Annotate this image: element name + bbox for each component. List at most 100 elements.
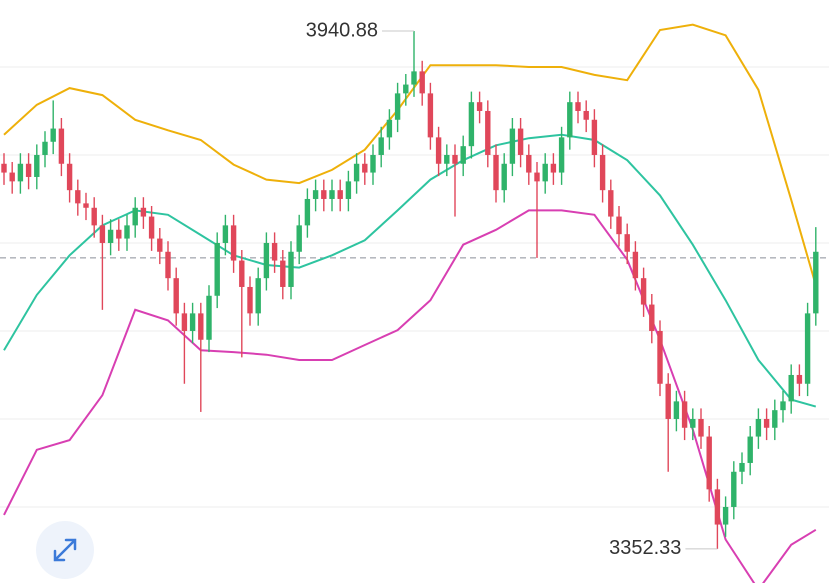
candle-body	[296, 225, 302, 252]
candle-body	[690, 418, 696, 428]
candle-body	[444, 154, 450, 164]
candle-body	[189, 313, 196, 331]
extreme-label: 3940.88	[306, 19, 378, 41]
candle-body	[501, 163, 507, 191]
candle-body	[321, 190, 327, 199]
candle-body	[657, 330, 663, 384]
candle-body	[50, 128, 56, 142]
candle-body	[263, 242, 270, 279]
candle-body	[83, 203, 89, 208]
candle-body	[427, 93, 434, 138]
candle-body	[780, 401, 786, 411]
candle-body	[140, 207, 147, 217]
candle-body	[575, 102, 581, 111]
candle-body	[517, 128, 524, 155]
candle-body	[214, 242, 220, 296]
candle-body	[124, 225, 130, 239]
candle-body	[362, 163, 368, 173]
candle-body	[91, 207, 97, 226]
candle-body	[9, 172, 15, 182]
candle-body	[608, 190, 614, 217]
candle-body	[394, 93, 401, 120]
candle-body	[419, 71, 425, 94]
candle-body	[271, 242, 278, 261]
candle-body	[665, 383, 671, 419]
candle-body	[58, 128, 65, 164]
candle-body	[34, 154, 40, 177]
candle-body	[509, 128, 516, 164]
candle-body	[673, 401, 680, 419]
candle-body	[337, 190, 343, 199]
candle-body	[714, 489, 721, 525]
extreme-label: 3352.33	[609, 537, 681, 559]
candle-body	[813, 251, 819, 314]
candle-body	[370, 154, 376, 173]
candle-body	[304, 198, 311, 226]
candle-body	[353, 163, 360, 182]
candle-body	[403, 84, 409, 94]
candle-body	[435, 137, 442, 164]
candle-body	[345, 181, 352, 199]
candle-body	[116, 229, 122, 239]
candle-body	[230, 225, 237, 261]
candle-body	[452, 154, 458, 164]
candle-body	[640, 278, 647, 305]
candle-body	[599, 154, 606, 191]
candle-body	[632, 251, 639, 279]
candle-body	[755, 418, 762, 437]
candle-body	[99, 225, 106, 243]
candle-body	[698, 418, 704, 437]
candle-body	[796, 374, 803, 384]
candle-body	[526, 154, 532, 173]
candle-body	[280, 260, 286, 287]
candle-body	[485, 110, 491, 155]
candle-body	[542, 163, 548, 182]
candle-body	[148, 216, 155, 239]
candle-body	[386, 119, 393, 138]
candle-body	[763, 418, 770, 428]
expand-icon	[53, 538, 77, 562]
candle-body	[239, 260, 245, 287]
candle-body	[329, 190, 335, 199]
candle-body	[567, 102, 573, 138]
candle-body	[107, 229, 114, 243]
candle-body	[1, 163, 7, 173]
candle-body	[731, 471, 737, 507]
candle-body	[255, 278, 261, 314]
candle-body	[173, 278, 179, 314]
candle-body	[550, 163, 557, 173]
candle-body	[772, 410, 778, 428]
candle-body	[468, 102, 475, 147]
candle-body	[649, 304, 655, 331]
candle-body	[25, 163, 32, 177]
candle-body	[165, 251, 171, 279]
candle-body	[534, 172, 540, 182]
candle-body	[460, 146, 466, 164]
candle-body	[247, 286, 253, 314]
candle-body	[75, 190, 81, 204]
candle-body	[493, 154, 499, 191]
band-line	[3, 209, 817, 583]
candle-body	[181, 313, 188, 331]
candle-body	[206, 295, 212, 340]
candle-body	[66, 163, 73, 191]
candle-body	[476, 102, 483, 111]
candle-body	[378, 137, 384, 155]
candle-body	[198, 313, 204, 340]
candle-body	[804, 313, 811, 384]
candle-body	[222, 225, 229, 243]
candle-body	[739, 462, 745, 472]
candle-body	[288, 251, 294, 287]
candle-body	[42, 141, 48, 155]
candle-body	[132, 207, 138, 226]
candle-body	[558, 137, 565, 173]
candle-body	[312, 190, 319, 199]
candle-body	[624, 234, 630, 252]
candle-body	[706, 436, 712, 490]
candle-body	[583, 110, 589, 120]
candle-body	[591, 119, 598, 155]
candle-body	[616, 216, 622, 235]
candle-body	[17, 163, 24, 182]
expand-button[interactable]	[36, 521, 94, 579]
